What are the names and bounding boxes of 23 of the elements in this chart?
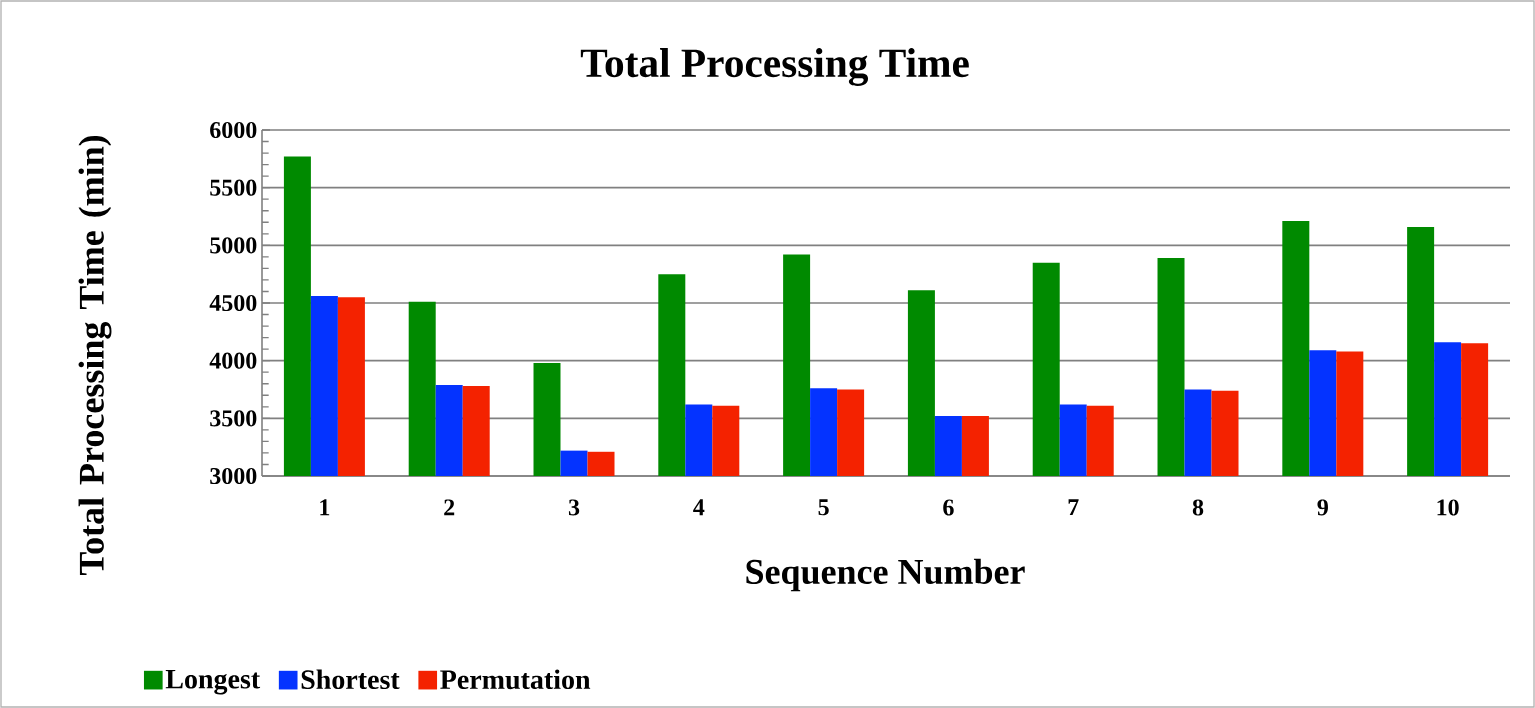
y-tick-label: 5500 bbox=[210, 179, 257, 196]
x-tick-label: 10 bbox=[1437, 499, 1459, 516]
x-tick-label: 4 bbox=[693, 499, 705, 516]
x-tick-label: 8 bbox=[1192, 499, 1204, 516]
x-axis-title: Sequence Number bbox=[746, 558, 1025, 592]
legend-label: Permutation bbox=[440, 669, 591, 690]
y-tick-label: 6000 bbox=[210, 121, 257, 139]
y-axis-title: Total Processing Time (min) bbox=[78, 135, 112, 576]
x-tick-label: 9 bbox=[1317, 499, 1328, 516]
x-tick-label: 1 bbox=[320, 499, 330, 516]
y-tick-label: 4500 bbox=[209, 294, 257, 312]
x-tick-label: 6 bbox=[943, 499, 954, 516]
x-tick-label: 3 bbox=[568, 499, 580, 516]
legend-label: Shortest bbox=[301, 669, 400, 690]
y-tick-label: 4000 bbox=[209, 352, 257, 369]
x-tick-label: 2 bbox=[444, 499, 455, 516]
y-tick-label: 3000 bbox=[210, 467, 257, 485]
y-tick-label: 3500 bbox=[210, 410, 257, 427]
x-tick-label: 5 bbox=[818, 499, 829, 516]
y-tick-label: 5000 bbox=[210, 237, 257, 254]
legend-label: Longest bbox=[165, 669, 261, 695]
chart-title: Total Processing Time bbox=[580, 48, 969, 86]
x-tick-label: 7 bbox=[1068, 499, 1079, 516]
